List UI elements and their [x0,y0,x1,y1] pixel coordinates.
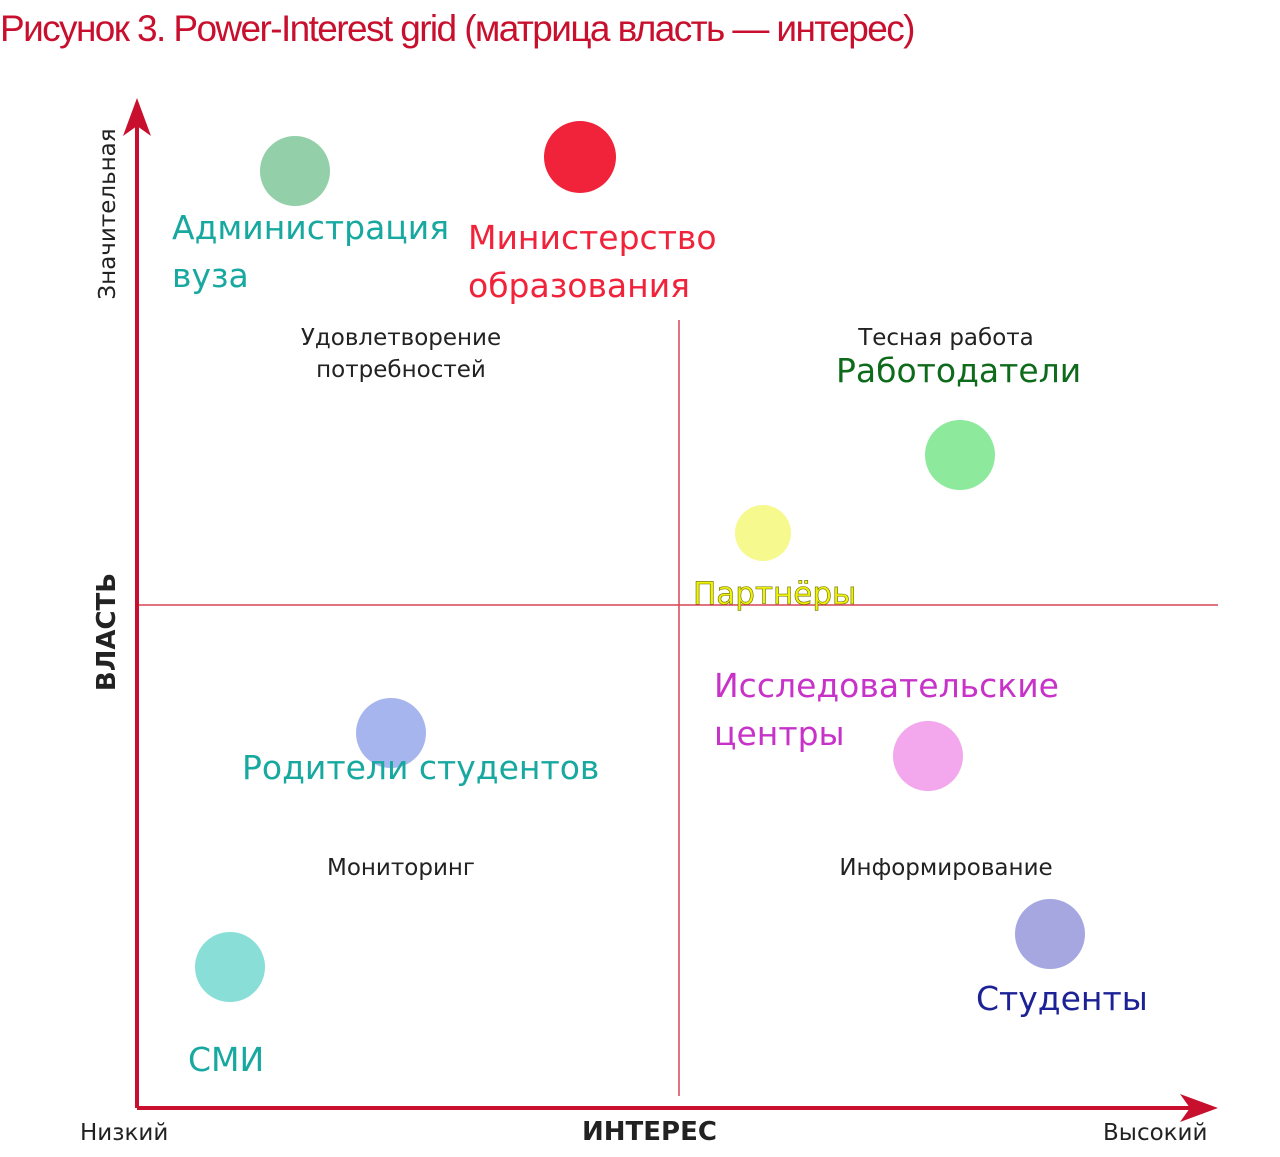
x-axis-high-label: Высокий [1103,1120,1208,1146]
stakeholder-bubble-admin [260,136,330,206]
x-axis-low-label: Низкий [80,1120,169,1146]
interest-axis-arrowhead [1180,1094,1218,1122]
stakeholder-bubble-employers [925,420,995,490]
figure-title: Рисунок 3. Power-Interest grid (матрица … [0,8,915,49]
stakeholder-label-admin: Администрация вуза [172,208,450,295]
stakeholder-label-employers: Работодатели [836,351,1082,390]
y-axis-title: ВЛАСТЬ [92,572,122,692]
stakeholder-bubble-partners [735,505,791,561]
stakeholder-bubble-research [893,721,963,791]
stakeholder-bubble-students [1015,899,1085,969]
stakeholder-label-media: СМИ [188,1040,265,1079]
x-axis-title: ИНТЕРЕС [582,1117,717,1147]
stakeholder-bubble-media [195,932,265,1002]
stakeholder-label-ministry: Министерство образования [468,218,717,305]
y-axis-high-label: Значительная [95,128,121,300]
power-axis-arrowhead [123,98,151,136]
stakeholder-bubble-parents [356,698,426,768]
stakeholder-label-parents: Родители студентов [242,748,600,787]
quadrant-label-top-left: Удовлетворение потребностей [300,325,502,383]
quadrant-label-top-right: Тесная работа [858,325,1034,351]
quadrant-label-bottom-left: Мониторинг [326,855,476,881]
stakeholder-label-partners: Партнёры [693,576,857,613]
stakeholder-bubble-ministry [544,121,616,193]
stakeholder-label-research: Исследовательские центры [714,666,1059,753]
quadrant-label-bottom-right: Информирование [839,855,1053,881]
stakeholder-label-students: Студенты [976,979,1148,1018]
